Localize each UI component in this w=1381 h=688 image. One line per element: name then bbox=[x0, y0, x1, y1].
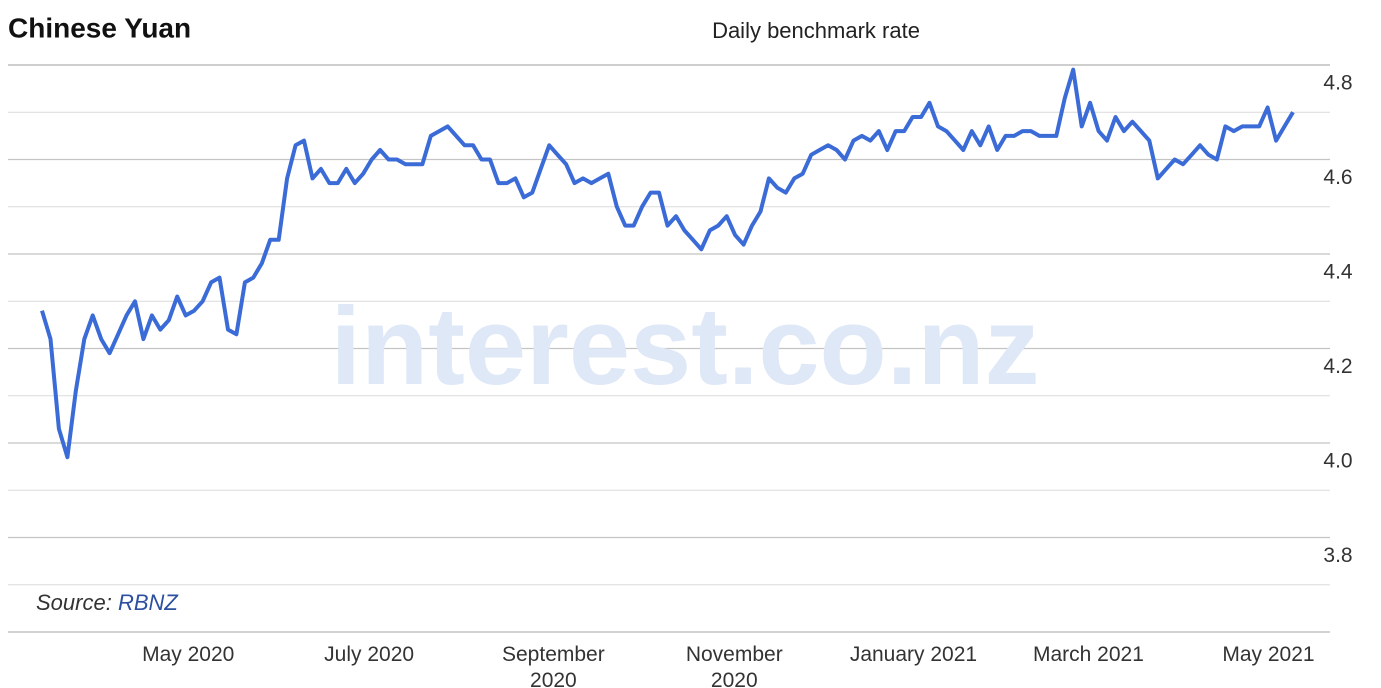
chart-title: Chinese Yuan bbox=[8, 12, 191, 43]
y-tick-label: 4.6 bbox=[1323, 166, 1352, 189]
x-tick-label: July 2020 bbox=[324, 643, 415, 666]
y-tick-label: 4.8 bbox=[1323, 72, 1352, 95]
x-tick-label: May 2021 bbox=[1222, 643, 1315, 666]
data-line bbox=[40, 67, 1295, 460]
x-tick-label: November 2020 bbox=[685, 643, 783, 688]
chart-subtitle: Daily benchmark rate bbox=[712, 18, 920, 43]
x-tick-label: March 2021 bbox=[1032, 643, 1144, 666]
source-link[interactable]: RBNZ bbox=[117, 590, 178, 615]
y-tick-label: 4.4 bbox=[1323, 261, 1353, 284]
x-tick-label: January 2021 bbox=[849, 643, 978, 666]
y-tick-label: 4.2 bbox=[1323, 355, 1352, 378]
source: Source: RBNZ bbox=[36, 590, 178, 616]
source-label: Source: bbox=[36, 590, 112, 615]
y-tick-label: 3.8 bbox=[1323, 544, 1352, 567]
y-tick-label: 4.0 bbox=[1323, 450, 1352, 473]
x-tick-label: September 2020 bbox=[502, 643, 605, 688]
x-tick-label: May 2020 bbox=[142, 643, 235, 666]
watermark: interest.co.nz bbox=[330, 285, 1039, 408]
